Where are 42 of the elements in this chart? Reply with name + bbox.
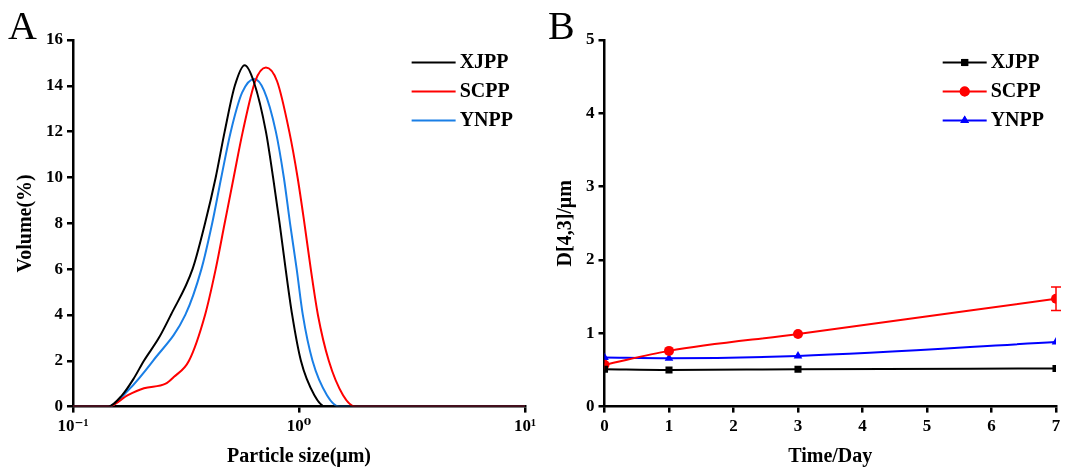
y-tick-label: 12 bbox=[46, 121, 63, 141]
x-tick-label: 5 bbox=[922, 416, 932, 436]
y-tick-label: 0 bbox=[54, 395, 63, 415]
y-tick-label: 4 bbox=[54, 304, 64, 324]
legend-label: SCPP bbox=[459, 78, 510, 101]
x-axis-title: Time/Day bbox=[788, 444, 873, 468]
x-tick-label: 10¹ bbox=[513, 416, 537, 436]
y-tick-label: 5 bbox=[586, 29, 595, 49]
y-tick-label: 4 bbox=[586, 102, 595, 122]
y-tick-label: 10 bbox=[46, 166, 63, 186]
y-tick-label: 14 bbox=[46, 75, 64, 95]
point bbox=[664, 345, 674, 356]
legend-label: YNPP bbox=[459, 107, 513, 130]
x-axis-title: Particle size(μm) bbox=[226, 444, 371, 468]
y-tick-label: 1 bbox=[586, 322, 595, 342]
y-axis-title: D[4,3]/μm bbox=[553, 179, 577, 267]
y-tick-label: 2 bbox=[586, 249, 595, 269]
y-tick-label: 3 bbox=[586, 176, 595, 196]
x-tick-label: 0 bbox=[600, 416, 609, 436]
point bbox=[665, 366, 673, 374]
text: B bbox=[548, 2, 575, 48]
x-tick-label: 2 bbox=[729, 416, 738, 436]
x-tick-label: 4 bbox=[858, 416, 868, 436]
x-tick-label: 1 bbox=[664, 416, 674, 436]
y-tick-label: 0 bbox=[586, 395, 595, 415]
y-tick-label: 6 bbox=[54, 258, 63, 278]
y-axis-title: Volume(%) bbox=[13, 174, 37, 273]
y-tick-label: 16 bbox=[46, 29, 63, 49]
y-tick-label: 2 bbox=[54, 350, 63, 370]
point bbox=[794, 365, 802, 373]
point bbox=[793, 329, 803, 340]
legend-label: SCPP bbox=[990, 78, 1041, 101]
x-tick-label: 3 bbox=[793, 416, 803, 436]
x-tick-label: 10⁰ bbox=[286, 416, 312, 436]
x-tick-label: 7 bbox=[1051, 416, 1061, 436]
x-tick-label: 6 bbox=[987, 416, 996, 436]
legend-label: YNPP bbox=[990, 107, 1045, 130]
text: A bbox=[8, 2, 37, 48]
legend-label: XJPP bbox=[459, 49, 509, 72]
x-tick-label: 10⁻¹ bbox=[57, 416, 89, 436]
legend-label: XJPP bbox=[990, 49, 1040, 72]
y-tick-label: 8 bbox=[54, 212, 63, 232]
